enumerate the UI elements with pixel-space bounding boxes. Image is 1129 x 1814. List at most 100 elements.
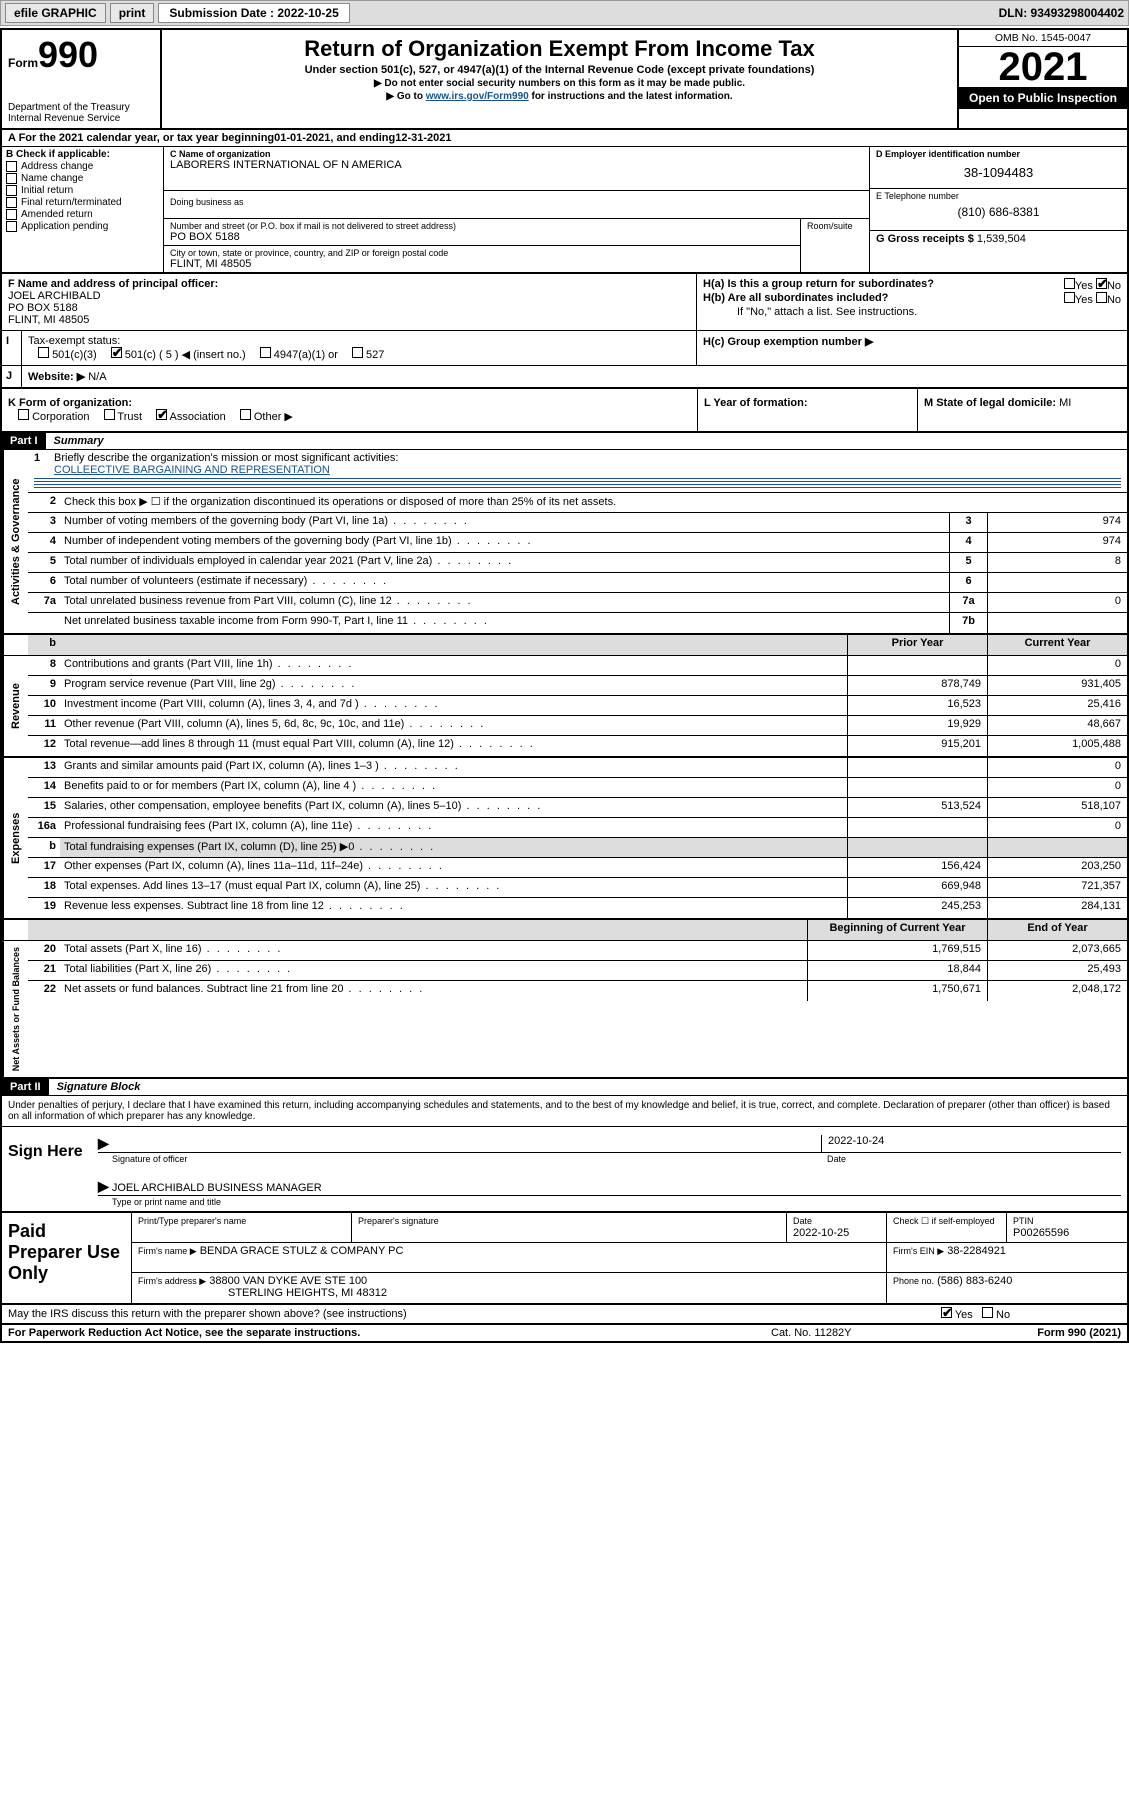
- firm-addr1: 38800 VAN DYKE AVE STE 100: [209, 1275, 367, 1287]
- table-row: 17Other expenses (Part IX, column (A), l…: [28, 858, 1127, 878]
- governance-section: Activities & Governance 1Briefly describ…: [2, 450, 1127, 635]
- chk-address-change[interactable]: Address change: [6, 161, 159, 172]
- efile-graphic-label: efile GRAPHIC: [5, 3, 106, 23]
- year-cell: OMB No. 1545-0047 2021 Open to Public In…: [957, 30, 1127, 128]
- dept-label: Department of the Treasury: [8, 102, 154, 113]
- form-990: Form 990 Department of the Treasury Inte…: [0, 28, 1129, 1343]
- box-b: B Check if applicable: Address change Na…: [2, 147, 164, 272]
- state-domicile: MI: [1059, 397, 1071, 409]
- officer-name-title: JOEL ARCHIBALD BUSINESS MANAGER: [112, 1182, 322, 1194]
- tax-year: 2021: [959, 47, 1127, 87]
- gov-row-7a: 7a Total unrelated business revenue from…: [28, 593, 1127, 613]
- hb-answer: Yes No: [1064, 292, 1121, 306]
- form-corp[interactable]: Corporation: [18, 409, 90, 423]
- org-city: FLINT, MI 48505: [170, 258, 794, 270]
- box-c: C Name of organization LABORERS INTERNAT…: [164, 147, 869, 272]
- status-501c[interactable]: 501(c) ( 5 ) ◀ (insert no.): [111, 347, 246, 361]
- form-trust[interactable]: Trust: [104, 409, 143, 423]
- mission-text[interactable]: COLLEECTIVE BARGAINING AND REPRESENTATIO…: [54, 464, 330, 476]
- form-id-cell: Form 990 Department of the Treasury Inte…: [2, 30, 162, 128]
- vlabel-net: Net Assets or Fund Balances: [2, 941, 28, 1077]
- net-header: Beginning of Current Year End of Year: [28, 920, 1127, 940]
- gov-row-7b: Net unrelated business taxable income fr…: [28, 613, 1127, 633]
- gov-row-4: 4 Number of independent voting members o…: [28, 533, 1127, 553]
- website-value: N/A: [88, 371, 106, 383]
- gov-row-6: 6 Total number of volunteers (estimate i…: [28, 573, 1127, 593]
- ha-answer: Yes No: [1064, 278, 1121, 292]
- cat-no: Cat. No. 11282Y: [771, 1327, 971, 1339]
- status-527[interactable]: 527: [352, 347, 384, 361]
- chk-amended-return[interactable]: Amended return: [6, 209, 159, 220]
- table-row: 18Total expenses. Add lines 13–17 (must …: [28, 878, 1127, 898]
- sig-date: 2022-10-24: [821, 1135, 1121, 1152]
- table-row: 19Revenue less expenses. Subtract line 1…: [28, 898, 1127, 918]
- period-begin: 01-01-2021: [274, 132, 330, 144]
- row-i: I Tax-exempt status: 501(c)(3) 501(c) ( …: [2, 331, 1127, 366]
- form-footer: Form 990 (2021): [971, 1327, 1121, 1339]
- row-j: J Website: ▶ N/A: [2, 366, 1127, 389]
- form-assoc[interactable]: Association: [156, 409, 226, 423]
- period-row: A For the 2021 calendar year, or tax yea…: [2, 130, 1127, 147]
- table-row: 11Other revenue (Part VIII, column (A), …: [28, 716, 1127, 736]
- table-row: 22Net assets or fund balances. Subtract …: [28, 981, 1127, 1001]
- open-public-badge: Open to Public Inspection: [959, 87, 1127, 109]
- vlabel-revenue: Revenue: [2, 656, 28, 756]
- submission-date-box: Submission Date : 2022-10-25: [158, 3, 349, 23]
- irs-form990-link[interactable]: www.irs.gov/Form990: [426, 91, 529, 102]
- gov-row-3: 3 Number of voting members of the govern…: [28, 513, 1127, 533]
- instr-goto: ▶ Go to www.irs.gov/Form990 for instruct…: [170, 91, 949, 102]
- ptin-value: P00265596: [1013, 1227, 1069, 1239]
- table-row: 21Total liabilities (Part X, line 26)18,…: [28, 961, 1127, 981]
- firm-phone: (586) 883-6240: [937, 1275, 1012, 1287]
- discuss-no-checkbox[interactable]: [982, 1307, 993, 1318]
- title-cell: Return of Organization Exempt From Incom…: [162, 30, 957, 128]
- discuss-yes-checkbox[interactable]: [941, 1307, 952, 1318]
- revenue-section: Revenue 8Contributions and grants (Part …: [2, 656, 1127, 758]
- chk-application-pending[interactable]: Application pending: [6, 221, 159, 232]
- table-row: 12Total revenue—add lines 8 through 11 (…: [28, 736, 1127, 756]
- paid-preparer-block: Paid Preparer Use Only Print/Type prepar…: [2, 1213, 1127, 1305]
- chk-initial-return[interactable]: Initial return: [6, 185, 159, 196]
- row-f-h: F Name and address of principal officer:…: [2, 274, 1127, 331]
- form-title: Return of Organization Exempt From Incom…: [170, 36, 949, 62]
- row-klm: K Form of organization: Corporation Trus…: [2, 389, 1127, 433]
- print-button[interactable]: print: [110, 3, 155, 23]
- header-row: Form 990 Department of the Treasury Inte…: [2, 30, 1127, 130]
- part2-header: Part II Signature Block: [2, 1079, 1127, 1096]
- hb-yes-checkbox[interactable]: [1064, 292, 1075, 303]
- officer-street: PO BOX 5188: [8, 302, 690, 314]
- org-name: LABORERS INTERNATIONAL OF N AMERICA: [170, 159, 863, 171]
- table-row: 16aProfessional fundraising fees (Part I…: [28, 818, 1127, 838]
- irs-label: Internal Revenue Service: [8, 113, 154, 124]
- footer-row: For Paperwork Reduction Act Notice, see …: [2, 1325, 1127, 1341]
- arrow-icon: ▶: [98, 1135, 109, 1151]
- status-4947[interactable]: 4947(a)(1) or: [260, 347, 338, 361]
- chk-final-return[interactable]: Final return/terminated: [6, 197, 159, 208]
- table-row: 13Grants and similar amounts paid (Part …: [28, 758, 1127, 778]
- org-street: PO BOX 5188: [170, 231, 794, 243]
- firm-ein: 38-2284921: [947, 1245, 1006, 1257]
- box-deg: D Employer identification number 38-1094…: [869, 147, 1127, 272]
- table-row: 15Salaries, other compensation, employee…: [28, 798, 1127, 818]
- table-row: 20Total assets (Part X, line 16)1,769,51…: [28, 941, 1127, 961]
- hb-no-checkbox[interactable]: [1096, 292, 1107, 303]
- phone-value: (810) 686-8381: [876, 205, 1121, 219]
- form-number: 990: [38, 34, 98, 76]
- officer-name: JOEL ARCHIBALD: [8, 290, 690, 302]
- form-other[interactable]: Other ▶: [240, 409, 293, 423]
- ha-yes-checkbox[interactable]: [1064, 278, 1075, 289]
- vlabel-governance: Activities & Governance: [2, 450, 28, 633]
- period-end: 12-31-2021: [395, 132, 451, 144]
- chk-name-change[interactable]: Name change: [6, 173, 159, 184]
- sign-here-block: Sign Here ▶ 2022-10-24 Signature of offi…: [2, 1127, 1127, 1213]
- gov-row-5: 5 Total number of individuals employed i…: [28, 553, 1127, 573]
- form-subtitle: Under section 501(c), 527, or 4947(a)(1)…: [170, 64, 949, 76]
- instr-ssn: ▶ Do not enter social security numbers o…: [170, 78, 949, 89]
- expenses-section: Expenses 13Grants and similar amounts pa…: [2, 758, 1127, 920]
- dln-label: DLN: 93493298004402: [999, 6, 1124, 20]
- preparer-date: 2022-10-25: [793, 1227, 849, 1239]
- firm-addr2: STERLING HEIGHTS, MI 48312: [138, 1287, 387, 1299]
- ha-no-checkbox[interactable]: [1096, 278, 1107, 289]
- declaration-text: Under penalties of perjury, I declare th…: [2, 1096, 1127, 1127]
- status-501c3[interactable]: 501(c)(3): [38, 347, 97, 361]
